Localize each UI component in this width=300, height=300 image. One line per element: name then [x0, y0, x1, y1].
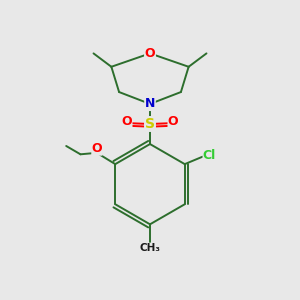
Text: O: O: [145, 47, 155, 60]
Text: S: S: [145, 117, 155, 131]
Text: O: O: [168, 116, 178, 128]
Text: O: O: [122, 116, 132, 128]
Text: O: O: [92, 142, 102, 155]
Text: N: N: [145, 98, 155, 110]
Text: Cl: Cl: [203, 149, 216, 162]
Text: CH₃: CH₃: [140, 243, 160, 253]
